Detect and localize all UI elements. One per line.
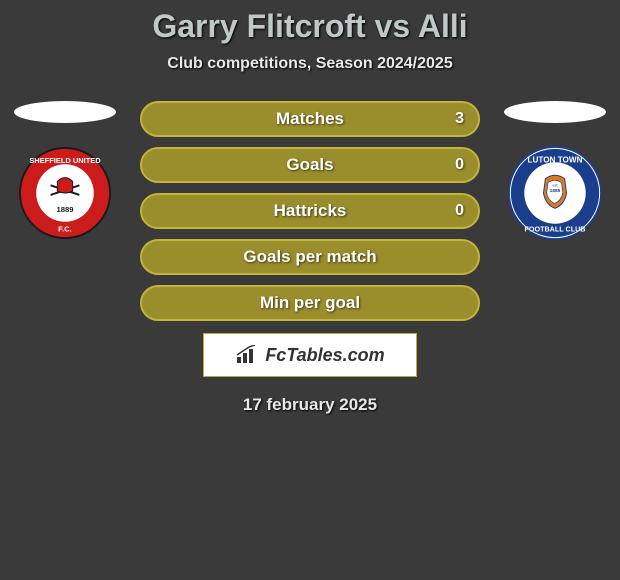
stat-right-value: 0 [455,156,464,174]
left-ellipse-marker [14,101,116,123]
sheffield-united-badge-icon: SHEFFIELD UNITED F.C. 1889 [17,145,113,241]
brand-logo-box[interactable]: FcTables.com [203,333,417,377]
stats-panel: Matches 3 Goals 0 Hattricks 0 Goals per … [140,101,480,321]
stat-bar-min-per-goal: Min per goal [140,285,480,321]
left-side: SHEFFIELD UNITED F.C. 1889 [10,101,120,241]
stat-label: Min per goal [260,293,360,313]
stat-label: Hattricks [274,201,347,221]
stat-bar-goals-per-match: Goals per match [140,239,480,275]
bar-chart-icon [235,345,259,365]
right-team-badge: LUTON TOWN FOOTBALL CLUB est 1885 [507,145,603,241]
svg-text:1885: 1885 [550,188,561,194]
svg-text:LUTON TOWN: LUTON TOWN [528,155,583,164]
stat-label: Goals per match [243,247,376,267]
svg-text:1889: 1889 [56,205,73,214]
brand-name: FcTables.com [265,345,384,366]
stat-bar-goals: Goals 0 [140,147,480,183]
stat-label: Matches [276,109,344,129]
left-team-badge: SHEFFIELD UNITED F.C. 1889 [17,145,113,241]
page-subtitle: Club competitions, Season 2024/2025 [0,55,620,73]
svg-text:SHEFFIELD UNITED: SHEFFIELD UNITED [29,156,101,165]
main-row: SHEFFIELD UNITED F.C. 1889 Matches 3 Goa… [0,101,620,321]
page-container: Garry Flitcroft vs Alli Club competition… [0,0,620,415]
luton-town-badge-icon: LUTON TOWN FOOTBALL CLUB est 1885 [507,145,603,241]
stat-right-value: 0 [455,202,464,220]
svg-text:FOOTBALL CLUB: FOOTBALL CLUB [525,224,586,233]
svg-text:F.C.: F.C. [58,224,72,233]
stat-bar-matches: Matches 3 [140,101,480,137]
date-label: 17 february 2025 [0,395,620,415]
page-title: Garry Flitcroft vs Alli [0,8,620,45]
stat-right-value: 3 [455,110,464,128]
stat-bar-hattricks: Hattricks 0 [140,193,480,229]
right-side: LUTON TOWN FOOTBALL CLUB est 1885 [500,101,610,241]
right-ellipse-marker [504,101,606,123]
stat-label: Goals [286,155,333,175]
